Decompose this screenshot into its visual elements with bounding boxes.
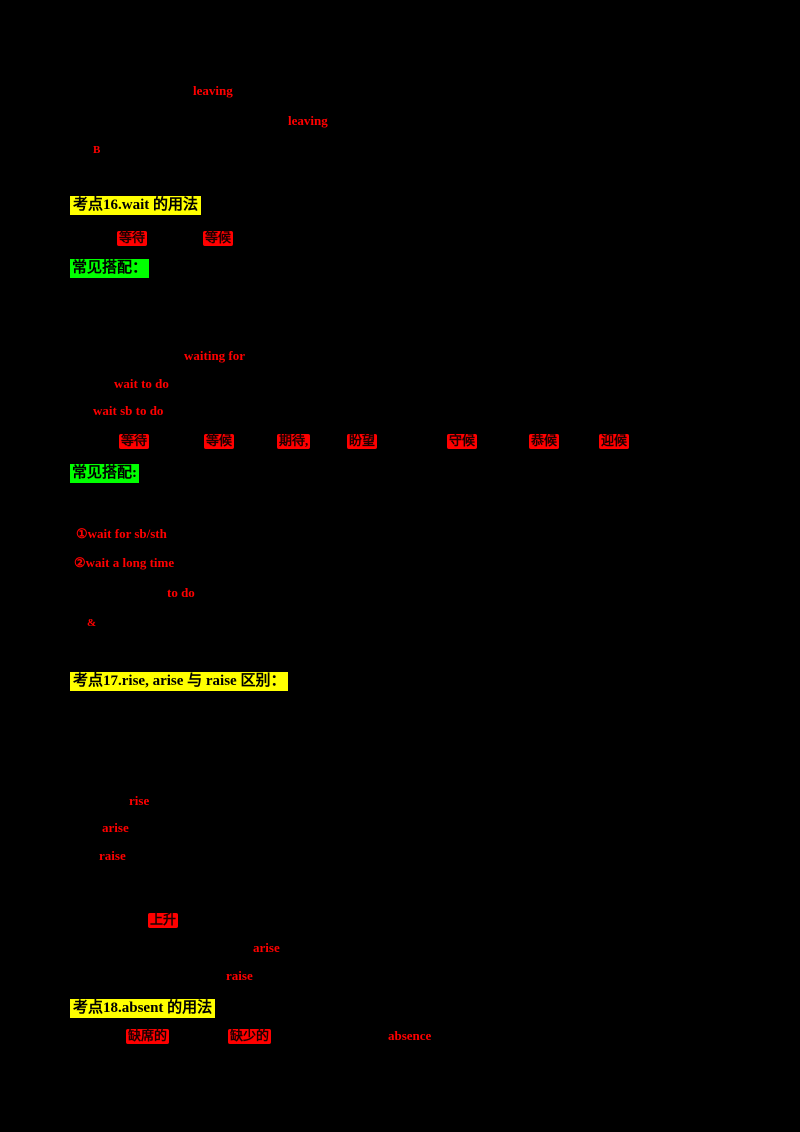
- wait-row-item-2: 等候: [204, 433, 235, 449]
- wait-row-item-7: 迎候: [599, 433, 630, 449]
- absent-highlight-2: 缺少的: [228, 1028, 272, 1044]
- red-answer-rise: rise: [129, 793, 150, 808]
- collocation-label-2: 常见搭配:: [70, 464, 139, 484]
- wait-row-item-1: 等待: [119, 433, 150, 449]
- topic-17-heading: 考点17.rise, arise 与 raise 区别：: [70, 672, 289, 692]
- collocation-label-1: 常见搭配：: [70, 259, 150, 279]
- red-note-point-2: ②wait a long time: [74, 555, 175, 570]
- red-answer-stray: B: [93, 144, 101, 156]
- wait-row-item-4: 盼望: [347, 433, 378, 449]
- absent-highlight-1: 缺席的: [126, 1028, 170, 1044]
- red-answer-wait-sb-to-do: wait sb to do: [93, 403, 164, 418]
- red-answer-raise-2: raise: [226, 968, 253, 983]
- red-answer-waiting-for: waiting for: [184, 348, 246, 363]
- topic-18-heading: 考点18.absent 的用法: [70, 999, 216, 1019]
- wait-highlight-2: 等候: [203, 230, 234, 246]
- wait-highlight-1: 等待: [117, 230, 148, 246]
- red-answer-arise: arise: [102, 820, 129, 835]
- rise-highlight: 上升: [148, 912, 179, 928]
- red-answer-wait-to-do: wait to do: [114, 376, 169, 391]
- red-answer-arise-2: arise: [253, 940, 280, 955]
- red-answer-to-do: to do: [167, 585, 195, 600]
- red-answer-absence: absence: [388, 1028, 432, 1043]
- wait-row-item-5: 守候: [447, 433, 478, 449]
- red-answer-leaving-1: leaving: [193, 83, 233, 98]
- wait-row-item-6: 恭候: [529, 433, 560, 449]
- topic-16-heading: 考点16.wait 的用法: [70, 196, 201, 216]
- red-answer-leaving-2: leaving: [288, 113, 328, 128]
- red-answer-raise: raise: [99, 848, 126, 863]
- red-note-point-1: ①wait for sb/sth: [76, 526, 167, 541]
- wait-row-item-3: 期待,: [277, 433, 311, 449]
- red-answer-ampersand: &: [87, 617, 97, 629]
